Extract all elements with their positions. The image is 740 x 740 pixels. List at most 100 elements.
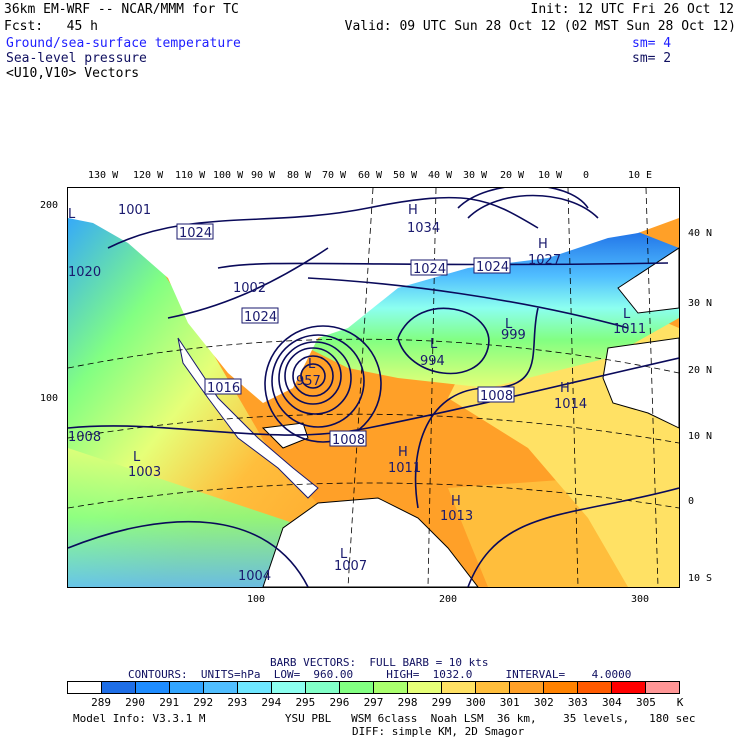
color-bar-label: 305: [636, 696, 656, 709]
contour-label: 1008: [480, 389, 513, 404]
longitude-label: 50 W: [393, 170, 418, 181]
contour-label: 1024: [244, 310, 277, 325]
high-marker: H: [398, 445, 408, 460]
high-marker: H: [560, 381, 570, 396]
land-mexico: [177, 337, 319, 499]
low-marker: L: [133, 450, 141, 465]
color-bar-label: 302: [533, 696, 554, 709]
left-grid-label: 100: [40, 393, 59, 404]
sst-slp-map: 1024 1024 1016 1008 1008 1024 1024 1001 …: [67, 184, 680, 588]
color-bin: [408, 682, 442, 693]
pressure-value: 1003: [128, 465, 161, 480]
diffusion-info: DIFF: simple KM, 2D Smagor: [352, 725, 525, 738]
color-bin: [510, 682, 544, 693]
bottom-grid-label: 300: [631, 594, 650, 605]
field-slp-smoothing: sm= 2: [632, 51, 672, 66]
longitude-label: 100 W: [213, 170, 244, 181]
init-time: Init: 12 UTC Fri 26 Oct 12: [530, 2, 735, 17]
latitude-label: 0: [688, 496, 695, 507]
color-bin: [204, 682, 238, 693]
pressure-value: 999: [501, 328, 526, 343]
high-marker: H: [408, 203, 418, 218]
low-marker: L: [68, 207, 76, 222]
longitude-label: 10 E: [628, 170, 653, 181]
high-marker: H: [451, 494, 461, 509]
land-south-america: [262, 497, 480, 588]
longitude-label: 110 W: [175, 170, 206, 181]
pressure-value: 1001: [118, 203, 151, 218]
color-bin: [374, 682, 408, 693]
color-bin: [340, 682, 374, 693]
contour-label: 1024: [179, 226, 212, 241]
color-bin: [272, 682, 306, 693]
barb-legend: BARB VECTORS: FULL BARB = 10 kts: [270, 656, 489, 669]
latitude-label: 10 S: [688, 573, 713, 584]
color-bin: [306, 682, 340, 693]
longitude-label: 130 W: [88, 170, 119, 181]
pressure-value: 1027: [528, 253, 561, 268]
color-bin: [476, 682, 510, 693]
color-bar-label: 298: [397, 696, 418, 709]
longitude-label: 60 W: [358, 170, 383, 181]
contour-legend: CONTOURS: UNITS=hPa LOW= 960.00 HIGH= 10…: [128, 668, 632, 681]
valid-time: Valid: 09 UTC Sun 28 Oct 12 (02 MST Sun …: [344, 19, 736, 34]
color-bar-label: 293: [227, 696, 248, 709]
color-bar-label: 290: [125, 696, 146, 709]
field-vectors: <U10,V10> Vectors: [6, 66, 140, 81]
boxed-contour-labels: 1024 1024 1016 1008 1008 1024 1024: [176, 223, 515, 448]
model-info: Model Info: V3.3.1 M YSU PBL WSM 6class …: [73, 712, 696, 725]
color-bin: [442, 682, 476, 693]
color-bin: [578, 682, 612, 693]
high-marker: H: [538, 237, 548, 252]
color-bar-label: 303: [567, 696, 588, 709]
longitude-label: 120 W: [133, 170, 164, 181]
low-marker: L: [430, 337, 438, 352]
pressure-value: 1020: [68, 265, 101, 280]
color-bar-label: 301: [499, 696, 520, 709]
pressure-value: 1034: [407, 221, 440, 236]
longitude-label: 20 W: [500, 170, 525, 181]
longitude-label: 70 W: [322, 170, 347, 181]
color-bar-label: 295: [295, 696, 316, 709]
pressure-value: 1014: [554, 397, 587, 412]
temperature-color-bar: [67, 681, 680, 694]
pressure-value: 1004: [238, 569, 271, 584]
color-bin: [646, 682, 679, 693]
color-bar-label: 304: [601, 696, 622, 709]
longitude-label: 40 W: [428, 170, 453, 181]
pressure-labels: 1001 1034 1027 999 994 1014 1011 1013 95…: [68, 203, 646, 584]
color-bar-label: 291: [159, 696, 180, 709]
land-north-america-cold-ocean: [68, 188, 679, 403]
bottom-grid-label: 200: [439, 594, 458, 605]
pressure-value: 1007: [334, 559, 367, 574]
low-marker: L: [505, 317, 513, 332]
color-bar-label: 292: [193, 696, 214, 709]
map-panel: 1024 1024 1016 1008 1008 1024 1024 1001 …: [67, 184, 680, 588]
latitude-label: 30 N: [688, 298, 713, 309]
color-bar-unit: K: [676, 696, 684, 709]
field-sst: Ground/sea-surface temperature: [6, 36, 241, 51]
color-bin: [102, 682, 136, 693]
pressure-value: 1011: [613, 322, 646, 337]
color-bar-label: 297: [363, 696, 384, 709]
color-bin: [544, 682, 578, 693]
field-slp: Sea-level pressure: [6, 51, 147, 66]
pressure-value: 1008: [68, 430, 101, 445]
left-grid-label: 200: [40, 200, 59, 211]
contour-label: 1024: [413, 262, 446, 277]
contour-label: 1008: [332, 433, 365, 448]
longitude-label: 10 W: [538, 170, 563, 181]
color-bin: [136, 682, 170, 693]
pressure-value: 1013: [440, 509, 473, 524]
color-bar-label: 294: [261, 696, 282, 709]
color-bar-label: 300: [465, 696, 486, 709]
longitude-label: 80 W: [287, 170, 312, 181]
forecast-hour: Fcst: 45 h: [4, 19, 98, 34]
longitude-label: 90 W: [251, 170, 276, 181]
low-marker: L: [340, 547, 348, 562]
sst-north-atlantic: [308, 228, 679, 388]
model-title: 36km EM-WRF -- NCAR/MMM for TC: [4, 2, 239, 17]
latitude-label: 40 N: [688, 228, 713, 239]
longitude-label: 30 W: [463, 170, 488, 181]
color-bar-label: 289: [91, 696, 111, 709]
